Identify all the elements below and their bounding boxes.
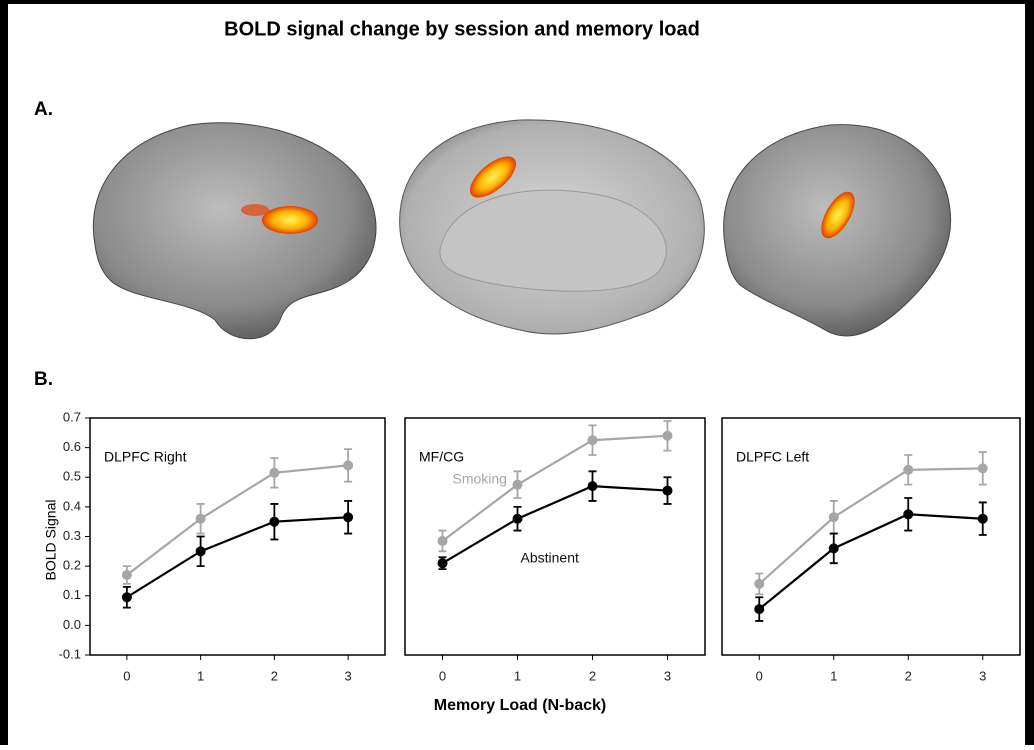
point xyxy=(195,513,206,524)
x-tick-label: 1 xyxy=(514,668,521,683)
point xyxy=(662,430,673,441)
brain-lateral-right xyxy=(92,122,377,340)
point xyxy=(269,516,280,527)
point xyxy=(754,578,765,589)
point xyxy=(903,464,914,475)
point xyxy=(977,513,988,524)
y-tick-label: 0.6 xyxy=(63,439,81,454)
point xyxy=(512,479,523,490)
x-tick-label: 0 xyxy=(756,668,763,683)
y-tick-label: 0.4 xyxy=(63,498,81,513)
series-line xyxy=(126,516,349,599)
x-tick-label: 1 xyxy=(197,668,204,683)
x-tick-label: 2 xyxy=(905,668,912,683)
x-tick-label: 3 xyxy=(664,668,671,683)
panel-title: DLPFC Right xyxy=(104,449,187,465)
brain-medial-inner xyxy=(439,189,667,292)
point xyxy=(754,604,765,615)
panel-label: A. xyxy=(34,99,53,120)
y-tick-label: 0.3 xyxy=(63,528,81,543)
point xyxy=(662,485,673,496)
point xyxy=(343,460,354,471)
series-line xyxy=(126,464,349,576)
point xyxy=(828,543,839,554)
y-tick-label: 0.2 xyxy=(63,558,81,573)
point xyxy=(269,467,280,478)
plot-frame xyxy=(404,417,706,656)
y-tick-label: -0.1 xyxy=(59,646,81,661)
series-line xyxy=(758,467,983,585)
point xyxy=(587,481,598,492)
panel-title: MF/CG xyxy=(419,449,464,465)
y-tick-label: 0.5 xyxy=(63,469,81,484)
x-tick-label: 3 xyxy=(345,668,352,683)
point xyxy=(343,512,354,523)
series-line xyxy=(441,434,668,542)
x-tick-label: 0 xyxy=(439,668,446,683)
point xyxy=(437,558,448,569)
point xyxy=(512,513,523,524)
series-label: Abstinent xyxy=(521,549,579,565)
activation xyxy=(469,156,517,198)
panel-label: B. xyxy=(34,369,53,390)
x-tick-label: 0 xyxy=(123,668,130,683)
point xyxy=(121,592,132,603)
y-tick-label: 0.7 xyxy=(63,409,81,424)
series-label: Smoking xyxy=(453,470,507,486)
activation xyxy=(262,206,318,234)
x-tick-label: 2 xyxy=(271,668,278,683)
x-tick-label: 2 xyxy=(589,668,596,683)
x-tick-label: 3 xyxy=(979,668,986,683)
y-axis-label: BOLD Signal xyxy=(43,500,59,581)
y-tick-label: 0.1 xyxy=(63,587,81,602)
plot-frame xyxy=(721,417,1021,656)
point xyxy=(977,463,988,474)
x-axis-label: Memory Load (N-back) xyxy=(434,697,606,714)
x-tick-label: 1 xyxy=(830,668,837,683)
activation xyxy=(241,204,269,216)
activation xyxy=(821,191,855,239)
brain-images xyxy=(92,119,952,340)
point xyxy=(195,546,206,557)
series-line xyxy=(758,513,983,610)
series-line xyxy=(441,485,668,565)
y-tick-label: 0.0 xyxy=(63,617,81,632)
point xyxy=(828,512,839,523)
figure-title: BOLD signal change by session and memory… xyxy=(224,18,700,40)
panel-title: DLPFC Left xyxy=(736,449,809,465)
point xyxy=(437,535,448,546)
point xyxy=(587,435,598,446)
background xyxy=(8,4,1025,745)
point xyxy=(121,570,132,581)
point xyxy=(903,509,914,520)
